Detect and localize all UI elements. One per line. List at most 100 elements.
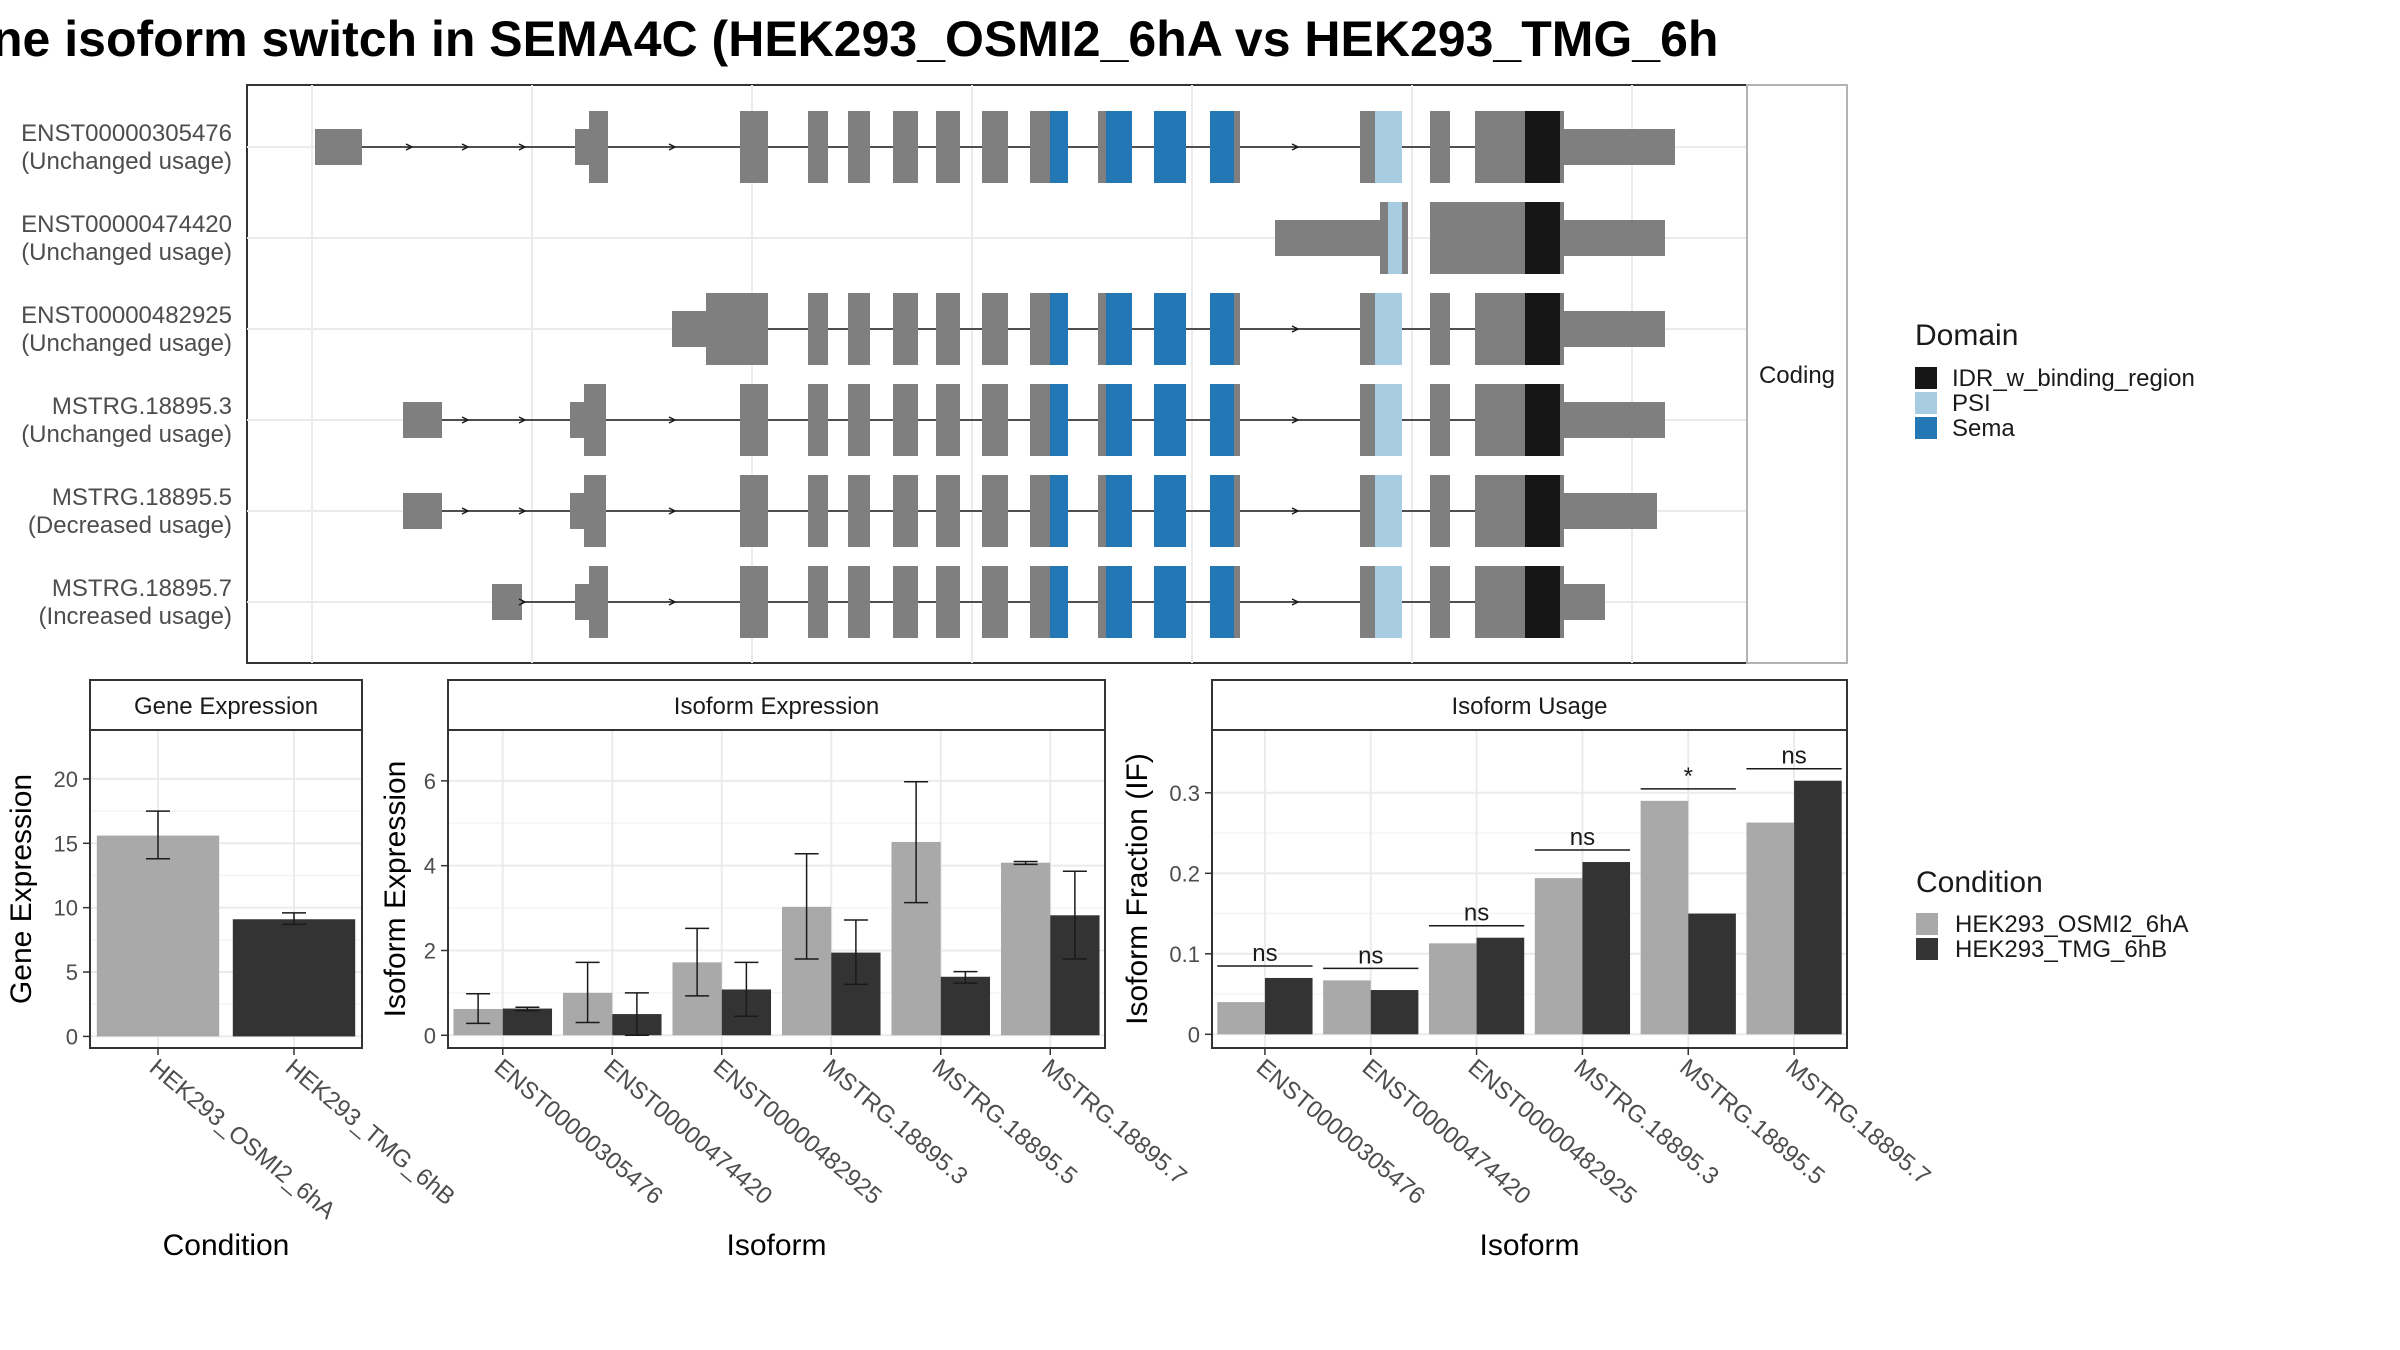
exon (1430, 566, 1450, 638)
domain-sema (1050, 566, 1068, 638)
transcript-status-label: (Unchanged usage) (21, 421, 232, 448)
panel-title: Gene Expression (134, 693, 318, 720)
domain-sema (1154, 475, 1186, 547)
plot-background (448, 730, 1105, 1048)
intron-arrow (1291, 325, 1300, 333)
exon (1098, 475, 1106, 547)
exon (936, 111, 960, 183)
intron-arrow (668, 143, 677, 151)
y-tick-label: 4 (424, 854, 436, 879)
domain-sema (1106, 566, 1132, 638)
exon (1560, 202, 1564, 274)
exon (1030, 293, 1050, 365)
exon (740, 475, 768, 547)
condition-legend-label: HEK293_OSMI2_6hA (1955, 911, 2188, 938)
utr-exon (1564, 402, 1665, 438)
intron-arrow (518, 143, 527, 151)
y-tick-label: 0 (1188, 1022, 1200, 1047)
exon (808, 293, 828, 365)
y-tick-label: 0 (66, 1024, 78, 1049)
exon (1030, 384, 1050, 456)
exon (893, 566, 918, 638)
transcript-status-label: (Unchanged usage) (21, 330, 232, 357)
utr-exon (403, 493, 442, 529)
exon (1360, 566, 1375, 638)
significance-label: ns (1358, 942, 1383, 969)
y-tick-label: 2 (424, 938, 436, 963)
intron-arrow (1291, 143, 1300, 151)
utr-exon (570, 493, 584, 529)
intron-arrow (461, 507, 470, 515)
transcript-id-label: ENST00000305476 (21, 120, 232, 147)
exon (1234, 384, 1240, 456)
exon (1475, 293, 1525, 365)
intron-arrow (1291, 598, 1300, 606)
domain-legend-swatch (1915, 417, 1937, 439)
exon (1402, 202, 1408, 274)
domain-psi (1375, 384, 1402, 456)
intron-arrow (518, 416, 527, 424)
bar (940, 976, 991, 1036)
isoform-expression-chart: Isoform Expression0246ENST00000305476ENS… (379, 679, 1192, 1262)
exon (848, 293, 870, 365)
domain-sema (1106, 475, 1132, 547)
transcript-status-label: (Increased usage) (39, 603, 232, 630)
panel-title: Isoform Usage (1451, 693, 1607, 720)
exon (1360, 111, 1375, 183)
exon (1030, 111, 1050, 183)
domain-sema (1154, 566, 1186, 638)
domain-sema (1106, 293, 1132, 365)
y-tick-label: 0.1 (1169, 942, 1200, 967)
utr-exon (672, 311, 706, 347)
intron-arrow (1291, 507, 1300, 515)
utr-exon (1564, 220, 1665, 256)
exon (893, 293, 918, 365)
exon (1560, 475, 1564, 547)
domain-sema (1210, 566, 1234, 638)
bar (1000, 862, 1051, 1036)
exon (1360, 293, 1375, 365)
intron-arrow (518, 598, 527, 606)
panel-title: Isoform Expression (674, 693, 879, 720)
domain-legend-title: Domain (1915, 319, 2018, 352)
exon (1560, 293, 1564, 365)
utr-exon (575, 584, 589, 620)
exon (1475, 384, 1525, 456)
exon (584, 475, 606, 547)
exon (808, 566, 828, 638)
panel-strip (89, 679, 363, 731)
intron-arrow (518, 507, 527, 515)
exon (936, 475, 960, 547)
transcript-status-label: (Unchanged usage) (21, 239, 232, 266)
domain-sema (1210, 475, 1234, 547)
y-axis-title: Gene Expression (5, 774, 38, 1004)
exon (808, 384, 828, 456)
utr-exon (492, 584, 522, 620)
exon (1030, 475, 1050, 547)
utr-exon (315, 129, 362, 165)
exon (936, 566, 960, 638)
exon (1475, 475, 1525, 547)
transcript-id-label: MSTRG.18895.3 (52, 393, 232, 420)
exon (982, 384, 1008, 456)
exon (893, 475, 918, 547)
utr-exon (1564, 311, 1665, 347)
transcript-status-label: (Unchanged usage) (21, 148, 232, 175)
y-axis-title: Isoform Fraction (IF) (1121, 753, 1154, 1025)
domain-sema (1050, 111, 1068, 183)
y-tick-label: 6 (424, 769, 436, 794)
exon (1475, 111, 1525, 183)
domain-idr (1525, 293, 1560, 365)
exon (808, 475, 828, 547)
domain-legend-label: PSI (1952, 390, 1991, 417)
exon (1380, 202, 1388, 274)
bar (1476, 937, 1525, 1035)
bar (1264, 977, 1313, 1035)
significance-label: ns (1464, 900, 1489, 927)
exon (584, 384, 606, 456)
bar (1217, 1002, 1265, 1035)
domain-psi (1375, 475, 1402, 547)
